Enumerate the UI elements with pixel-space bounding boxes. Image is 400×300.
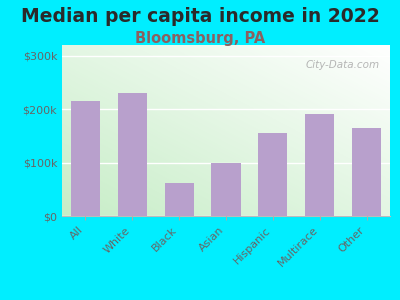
Bar [118, 93, 147, 216]
Bar [165, 183, 194, 216]
Bar [352, 128, 381, 216]
Bar [71, 101, 100, 216]
Bar [212, 163, 240, 216]
Text: City-Data.com: City-Data.com [306, 60, 380, 70]
Bar [258, 133, 287, 216]
Text: Median per capita income in 2022: Median per capita income in 2022 [21, 8, 379, 26]
Text: Bloomsburg, PA: Bloomsburg, PA [135, 32, 265, 46]
Bar [305, 115, 334, 216]
